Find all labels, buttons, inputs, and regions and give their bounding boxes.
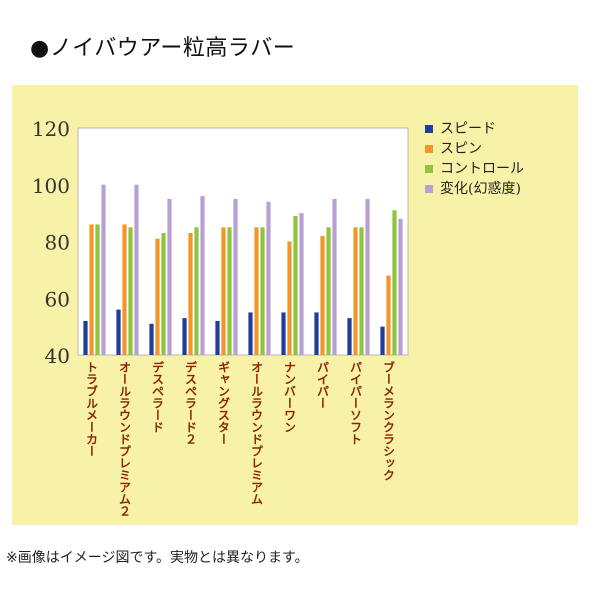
bar <box>260 227 265 355</box>
bar <box>386 275 391 355</box>
bar <box>314 312 319 355</box>
plot-area <box>77 127 409 356</box>
bar <box>149 323 154 355</box>
bar <box>83 320 88 355</box>
bar <box>128 227 133 355</box>
x-tick-label: ギャングスター <box>217 361 231 445</box>
bar <box>248 312 253 355</box>
bar <box>398 218 403 355</box>
bar <box>359 227 364 355</box>
bar <box>332 198 337 355</box>
bar <box>200 196 205 355</box>
bar <box>134 184 139 355</box>
x-tick-label: パイパーソフト <box>349 361 363 445</box>
x-tick-label: ブーメランクラシック <box>382 360 396 481</box>
bar <box>380 326 385 355</box>
bar <box>89 224 94 355</box>
bar <box>227 227 232 355</box>
y-tick-label: 40 <box>45 344 70 368</box>
x-tick-label: ナンバーワン <box>283 361 297 433</box>
x-tick-label: デスペラード２ <box>184 360 198 445</box>
legend-swatch <box>425 165 433 173</box>
bar <box>161 232 166 355</box>
bar <box>182 318 187 355</box>
bar <box>188 232 193 355</box>
bar <box>254 227 259 355</box>
y-tick-label: 120 <box>32 117 70 141</box>
x-tick-label: オールラウンドプレミアム <box>250 361 264 505</box>
bar <box>353 227 358 355</box>
legend-swatch <box>425 145 433 153</box>
legend-label: コントロール <box>440 161 524 177</box>
legend-label: 変化(幻惑度) <box>440 180 521 197</box>
bar <box>299 213 304 355</box>
bar <box>287 241 292 355</box>
x-axis-labels: トラブルメーカー オールラウンドプレミアム２ デスペラード デスペラード２ ギャングスタ… <box>85 360 396 517</box>
y-tick-label: 80 <box>45 231 70 255</box>
bar <box>101 184 106 355</box>
bar <box>266 201 271 355</box>
bar <box>233 198 238 355</box>
x-tick-label: パイパー <box>316 361 330 409</box>
bar <box>392 210 397 355</box>
x-tick-label: トラブルメーカー <box>85 361 99 457</box>
bar <box>281 312 286 355</box>
bar <box>215 320 220 355</box>
bar <box>320 235 325 355</box>
footnote: ※画像はイメージ図です。実物とは異なります。 <box>6 550 309 566</box>
bar <box>365 198 370 355</box>
page-title: ●ノイバウアー粒高ラバー <box>30 36 296 61</box>
bar <box>116 309 121 355</box>
bar <box>155 238 160 355</box>
bar <box>221 227 226 355</box>
legend-label: スピード <box>440 121 496 137</box>
bar <box>347 318 352 355</box>
y-tick-label: 100 <box>32 174 70 198</box>
bar <box>167 198 172 355</box>
bar <box>326 227 331 355</box>
legend-swatch <box>425 125 433 133</box>
bar <box>122 224 127 355</box>
x-tick-label: オールラウンドプレミアム２ <box>118 361 132 517</box>
bar <box>194 227 199 355</box>
x-tick-label: デスペラード <box>151 360 165 433</box>
legend-swatch <box>425 185 433 193</box>
y-axis-ticks: 40 60 80 100 120 <box>32 117 70 368</box>
y-tick-label: 60 <box>45 287 70 311</box>
bars <box>83 184 403 355</box>
bar <box>293 215 298 355</box>
bar <box>95 224 100 355</box>
legend-label: スピン <box>440 141 482 157</box>
